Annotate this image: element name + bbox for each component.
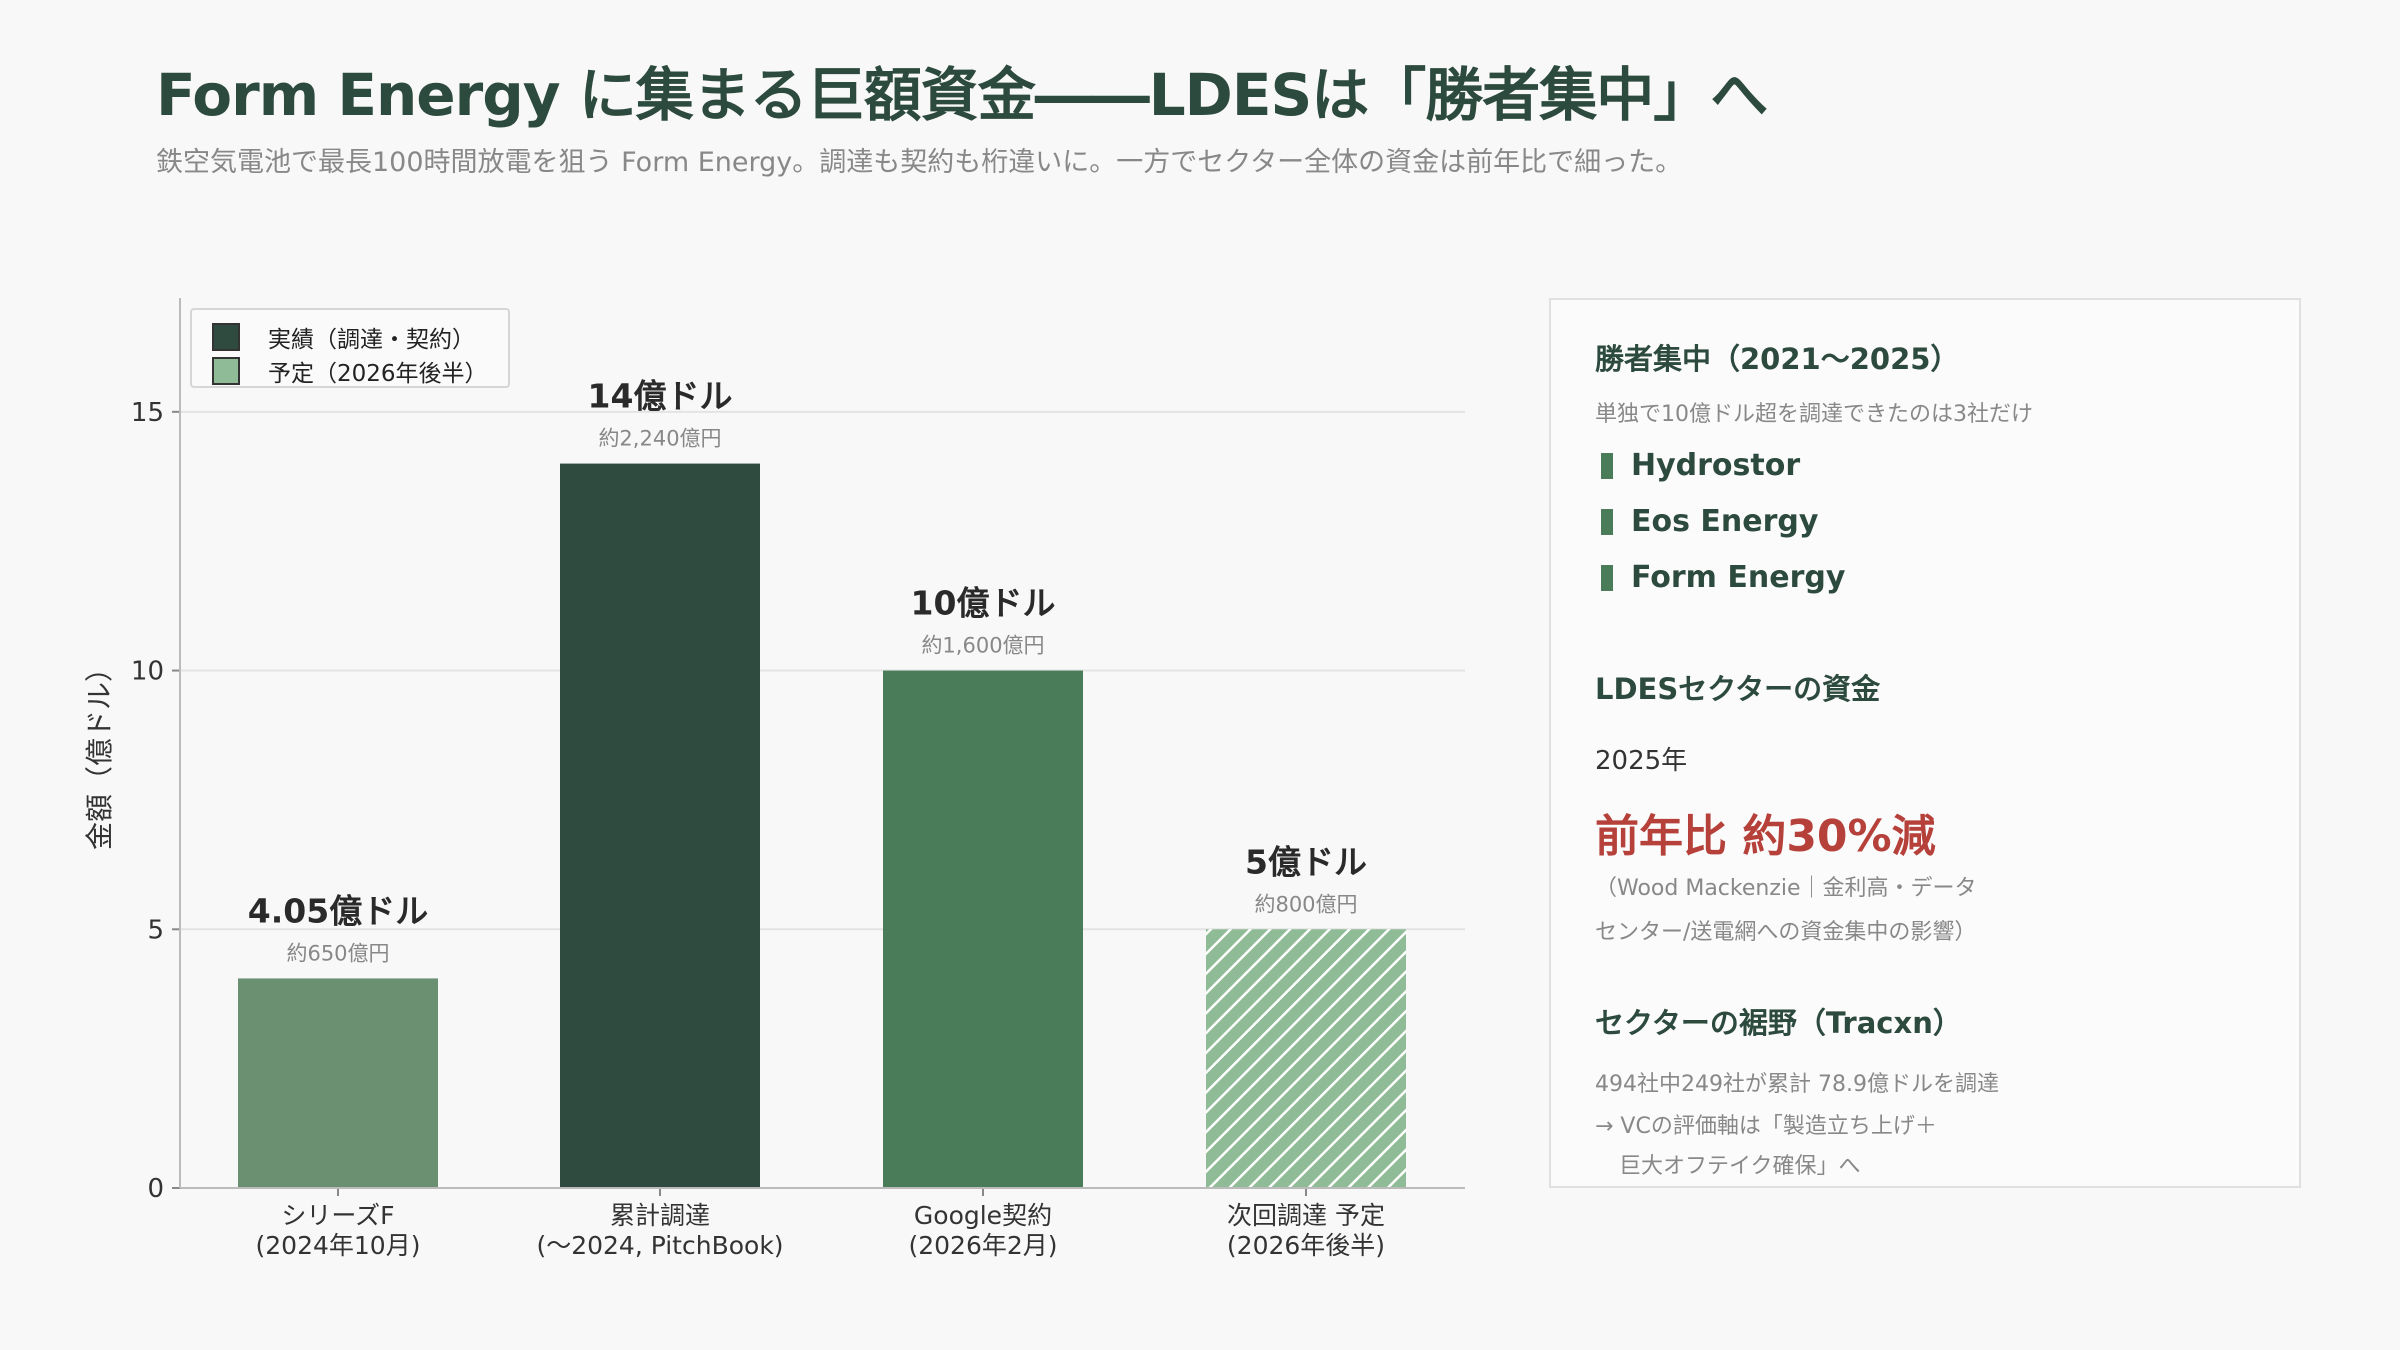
company-marker-icon (1601, 508, 1613, 535)
bar-value-label: 5億ドル (1245, 842, 1367, 881)
bar (560, 463, 760, 1188)
funding-year: 2025年 (1595, 746, 1688, 776)
funding-source-line1: （Wood Mackenzie｜金利高・データ (1595, 876, 1977, 901)
bar-value-label: 14億ドル (588, 377, 733, 416)
bar-yen-label: 約2,240億円 (598, 427, 721, 451)
bar-value-label: 4.05億ドル (248, 891, 428, 930)
x-tick-label: Google契約 (914, 1201, 1052, 1230)
funding-source-line2: センター/送電網への資金集中の影響） (1595, 920, 1977, 945)
bar-yen-label: 約1,600億円 (921, 634, 1044, 658)
company-name: Form Energy (1631, 560, 1846, 595)
bar-chart: 0 5 10 15 シリーズF(2024年10月) 累計調達(〜2024, PitchBo… (131, 298, 1465, 1260)
section-breadth-title: セクターの裾野（Tracxn） (1595, 1006, 1962, 1040)
y-tick-label: 5 (147, 915, 164, 945)
bar (1206, 929, 1406, 1188)
y-tick-label: 10 (131, 657, 164, 687)
x-tick-label: (〜2024, PitchBook) (536, 1231, 783, 1260)
section-winner-title: 勝者集中（2021〜2025） (1595, 342, 1960, 376)
x-tick-label: 累計調達 (610, 1201, 710, 1230)
bar (883, 670, 1083, 1188)
company-marker-icon (1601, 564, 1613, 591)
bar-yen-label: 約650億円 (286, 941, 389, 965)
company-item: Hydrostor (1601, 448, 1800, 483)
y-tick-label: 0 (147, 1174, 164, 1204)
company-marker-icon (1601, 452, 1613, 479)
company-item: Form Energy (1601, 560, 1845, 595)
page-subtitle: 鉄空気電池で最長100時間放電を狙う Form Energy。調達も契約も桁違い… (156, 147, 1683, 178)
info-panel: 勝者集中（2021〜2025） 単独で10億ドル超を調達できたのは3社だけ Hy… (1549, 298, 2301, 1188)
chart-legend: 実績（調達・契約） 予定（2026年後半） (190, 308, 510, 388)
x-tick-label: (2024年10月) (256, 1231, 421, 1260)
funding-decline-stat: 前年比 約30%減 (1595, 811, 1936, 862)
legend-swatch-planned (212, 357, 240, 385)
legend-item-planned: 予定（2026年後半） (212, 354, 488, 388)
page-title: Form Energy に集まる巨額資金――LDESは「勝者集中」へ (156, 61, 1768, 129)
bar-yen-label: 約800億円 (1254, 892, 1357, 916)
breadth-stat-line: 494社中249社が累計 78.9億ドルを調達 (1595, 1072, 1999, 1097)
x-tick-label: 次回調達 予定 (1227, 1201, 1385, 1230)
x-tick-label: シリーズF (281, 1201, 394, 1230)
company-name: Hydrostor (1631, 448, 1801, 483)
y-tick-label: 15 (131, 398, 164, 428)
legend-label-planned: 予定（2026年後半） (268, 361, 488, 387)
legend-swatch-actual (212, 323, 240, 351)
x-tick-label: (2026年後半) (1227, 1231, 1385, 1260)
section-winner-note: 単独で10億ドル超を調達できたのは3社だけ (1595, 402, 2033, 427)
legend-label-actual: 実績（調達・契約） (268, 327, 475, 353)
bar-value-label: 10億ドル (911, 584, 1056, 623)
breadth-arrow-line1: → VCの評価軸は「製造立ち上げ＋ (1595, 1114, 1937, 1139)
breadth-arrow-line2: 巨大オフテイク確保」へ (1619, 1154, 1861, 1179)
section-funding-title: LDESセクターの資金 (1595, 672, 1881, 706)
x-tick-label: (2026年2月) (908, 1231, 1057, 1260)
company-name: Eos Energy (1631, 504, 1819, 539)
company-item: Eos Energy (1601, 504, 1818, 539)
y-axis-label: 金額（億ドル） (83, 653, 116, 851)
bar (238, 978, 438, 1188)
legend-item-actual: 実績（調達・契約） (212, 320, 475, 354)
